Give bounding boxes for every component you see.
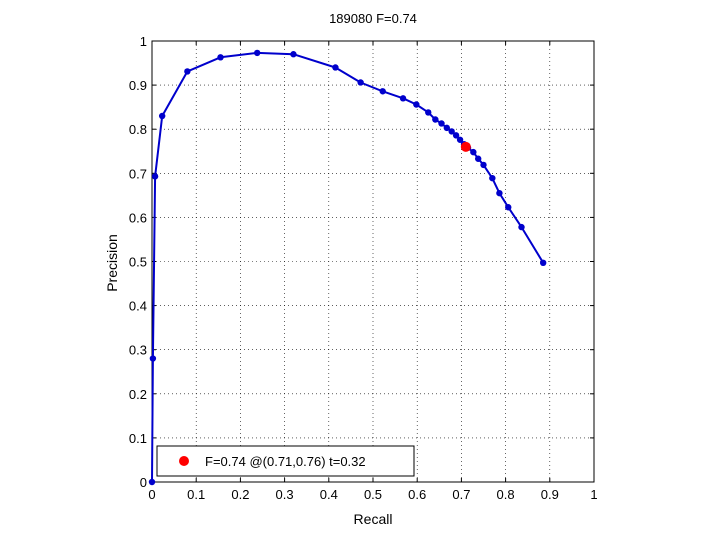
x-tick-label: 0.5 [364, 487, 382, 502]
y-tick-label: 0.6 [129, 210, 147, 225]
y-tick-label: 0 [140, 475, 147, 490]
data-point [158, 112, 166, 120]
data-point [470, 148, 477, 156]
data-point [438, 120, 445, 127]
x-tick-label: 0.1 [187, 487, 205, 502]
legend-label: F=0.74 @(0.71,0.76) t=0.32 [205, 454, 366, 469]
data-point [489, 174, 496, 182]
y-tick-label: 0.7 [129, 166, 147, 181]
data-point [496, 189, 503, 197]
data-point [379, 88, 386, 95]
data-point [399, 95, 407, 102]
data-point [480, 161, 487, 169]
data-point [432, 116, 439, 123]
y-tick-label: 0.3 [129, 343, 147, 358]
data-point [413, 101, 420, 108]
x-tick-label: 0 [148, 487, 155, 502]
x-tick-label: 1 [590, 487, 597, 502]
data-point [184, 68, 191, 75]
y-tick-label: 0.2 [129, 387, 147, 402]
y-tick-label: 0.8 [129, 122, 147, 137]
data-point [452, 132, 460, 139]
data-point [443, 124, 451, 132]
data-point [456, 136, 464, 143]
grid-lines [152, 41, 594, 482]
data-point [425, 109, 432, 116]
x-tick-labels: 0 0.1 0.2 0.3 0.4 0.5 0.6 0.7 0.8 0.9 1 [148, 487, 597, 502]
y-tick-labels: 0 0.1 0.2 0.3 0.4 0.5 0.6 0.7 0.8 0.9 1 [129, 34, 147, 490]
data-point [253, 49, 261, 57]
chart-title: 189080 F=0.74 [329, 11, 417, 26]
legend-box [156, 445, 415, 477]
data-point [151, 173, 159, 180]
x-tick-label: 0.6 [408, 487, 426, 502]
series-layer [148, 49, 547, 486]
data-point [290, 51, 297, 58]
data-point [474, 155, 482, 162]
y-tick-label: 0.9 [129, 78, 147, 93]
x-tick-label: 0.2 [231, 487, 249, 502]
x-tick-label: 0.7 [452, 487, 470, 502]
legend-marker [179, 456, 189, 466]
data-point [148, 478, 156, 486]
data-point [217, 54, 224, 61]
x-tick-label: 0.8 [497, 487, 515, 502]
y-tick-label: 0.5 [129, 255, 147, 270]
data-point [518, 223, 525, 231]
data-point [505, 204, 512, 211]
y-tick-label: 0.4 [129, 299, 147, 314]
y-axis-label: Precision [104, 234, 120, 292]
y-tick-label: 1 [140, 34, 147, 49]
data-point [448, 128, 455, 135]
y-tick-label: 0.1 [129, 431, 147, 446]
data-point [539, 259, 547, 267]
legend: F=0.74 @(0.71,0.76) t=0.32 [156, 445, 415, 477]
data-point [357, 79, 364, 86]
best-f-point [460, 141, 471, 152]
data-point [149, 355, 157, 362]
x-tick-label: 0.9 [541, 487, 559, 502]
x-tick-label: 0.4 [320, 487, 338, 502]
data-point [332, 64, 339, 71]
x-axis-label: Recall [354, 511, 393, 527]
x-tick-label: 0.3 [276, 487, 294, 502]
